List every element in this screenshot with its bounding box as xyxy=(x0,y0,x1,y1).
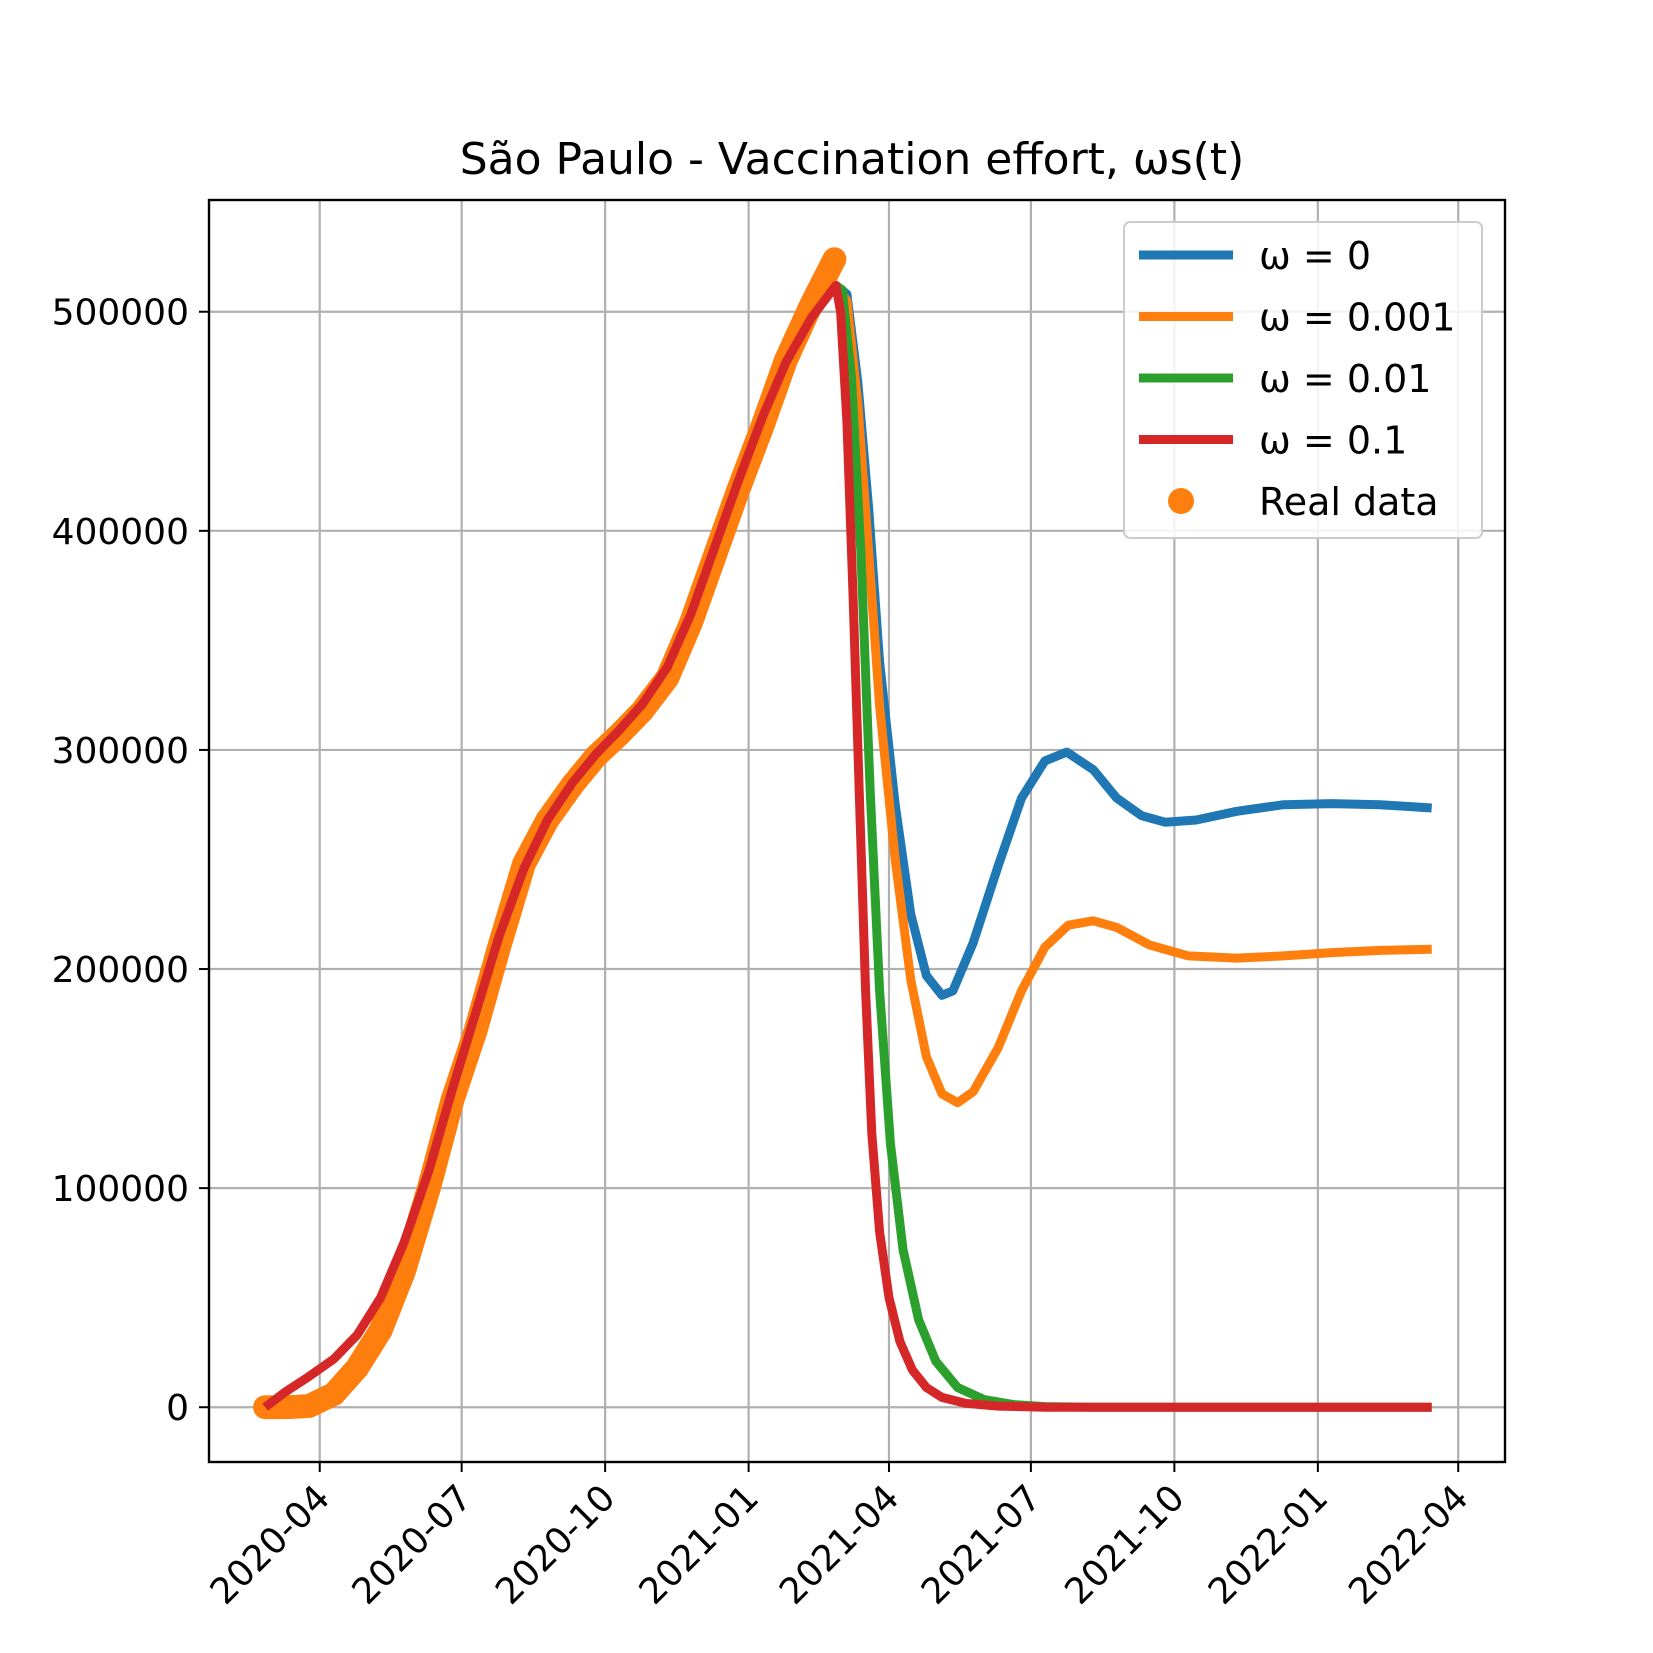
legend-label: ω = 0 xyxy=(1259,234,1371,278)
y-tick-label: 200000 xyxy=(52,950,189,991)
x-tick-label: 2020-04 xyxy=(203,1477,338,1612)
x-tick-label: 2022-01 xyxy=(1201,1477,1336,1612)
y-tick-label: 500000 xyxy=(52,293,189,334)
series-line-0-001 xyxy=(832,282,1432,1108)
series-layer xyxy=(253,247,1432,1420)
chart-title: São Paulo - Vaccination effort, ωs(t) xyxy=(460,134,1245,185)
x-tick-label: 2020-07 xyxy=(345,1477,480,1612)
y-tick-label: 0 xyxy=(166,1388,189,1429)
x-tick-label: 2022-04 xyxy=(1341,1477,1476,1612)
y-tick-label: 400000 xyxy=(52,512,189,553)
legend-marker-real-data xyxy=(1168,488,1194,514)
series-line-0-1 xyxy=(262,280,1432,1412)
legend: ω = 0 ω = 0.001 ω = 0.01 ω = 0.1 Real data xyxy=(1123,221,1483,539)
x-tick-label: 2021-10 xyxy=(1057,1477,1192,1612)
x-tick-label: 2021-04 xyxy=(772,1477,907,1612)
legend-label: ω = 0.1 xyxy=(1259,419,1407,463)
data-point xyxy=(822,247,847,272)
x-tick-label: 2021-07 xyxy=(914,1477,1049,1612)
y-tick-label: 100000 xyxy=(52,1169,189,1210)
x-tick-label: 2021-01 xyxy=(632,1477,767,1612)
plot-frame xyxy=(207,198,1507,1464)
y-tick-label: 300000 xyxy=(52,731,189,772)
legend-label: ω = 0.001 xyxy=(1259,296,1456,340)
x-tick-label: 2020-10 xyxy=(488,1477,623,1612)
legend-label: ω = 0.01 xyxy=(1259,357,1431,401)
legend-frame xyxy=(1123,221,1483,539)
legend-label: Real data xyxy=(1259,480,1439,524)
